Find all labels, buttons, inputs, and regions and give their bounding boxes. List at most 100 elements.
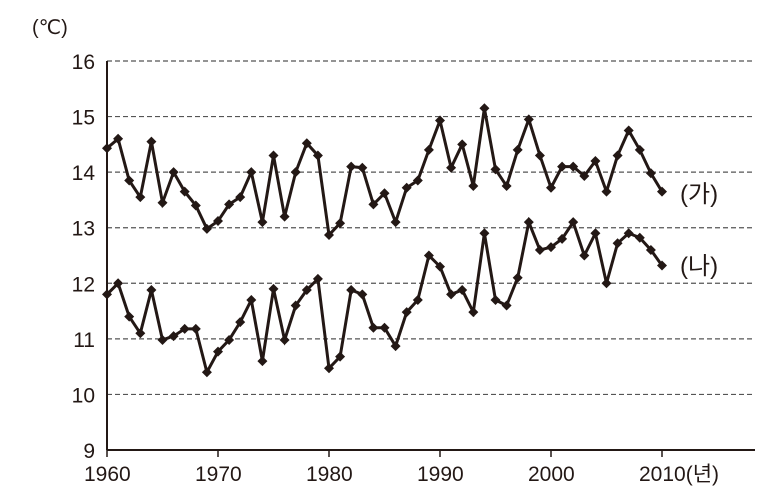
- y-tick-label: 14: [72, 162, 96, 185]
- data-point: [623, 125, 634, 136]
- data-point: [412, 294, 423, 305]
- data-point: [657, 186, 667, 197]
- data-point: [568, 217, 579, 228]
- data-point: [124, 175, 135, 186]
- data-point: [401, 307, 412, 318]
- data-point: [379, 188, 390, 199]
- data-point: [479, 103, 490, 114]
- data-point: [368, 322, 379, 333]
- data-point: [113, 278, 124, 289]
- data-point: [390, 341, 401, 352]
- data-point: [257, 217, 268, 228]
- data-point: [257, 356, 268, 367]
- data-point: [612, 150, 623, 161]
- data-point: [268, 283, 279, 294]
- data-point: [179, 186, 190, 197]
- data-point: [157, 334, 168, 345]
- data-point: [423, 250, 434, 261]
- data-point: [190, 323, 201, 334]
- data-point: [179, 323, 190, 334]
- y-tick-label: 15: [72, 107, 95, 130]
- y-tick-label: 16: [72, 51, 95, 74]
- data-point: [135, 192, 146, 203]
- data-point: [446, 162, 457, 173]
- data-point: [190, 200, 201, 211]
- y-axis-unit-label: (℃): [32, 17, 68, 39]
- data-point: [146, 136, 157, 147]
- data-point: [512, 272, 523, 283]
- data-point: [501, 300, 512, 311]
- data-point: [224, 334, 235, 345]
- data-point: [501, 181, 512, 192]
- data-point: [557, 161, 568, 172]
- data-point: [446, 289, 457, 300]
- data-point: [534, 150, 545, 161]
- x-tick-label: 1980: [306, 463, 353, 486]
- data-point: [213, 216, 223, 227]
- data-point: [568, 161, 579, 172]
- x-tick-label: 2010(년): [639, 463, 719, 486]
- data-point: [335, 218, 346, 229]
- series-label-ga: (가): [680, 181, 718, 208]
- data-point: [335, 351, 346, 362]
- y-tick-label: 10: [72, 384, 95, 407]
- data-point: [201, 367, 212, 378]
- series-line: [105, 216, 664, 377]
- data-point: [435, 115, 445, 126]
- data-point: [235, 192, 246, 203]
- data-point: [201, 223, 212, 234]
- data-point: [523, 114, 534, 125]
- data-point: [346, 284, 357, 295]
- data-point: [479, 228, 490, 239]
- data-point: [301, 284, 312, 295]
- data-point: [357, 162, 368, 173]
- data-point: [645, 168, 656, 179]
- data-point: [546, 242, 556, 253]
- data-point: [213, 346, 223, 357]
- data-point: [601, 278, 612, 289]
- data-point: [435, 261, 445, 272]
- data-point: [546, 182, 556, 193]
- data-point: [579, 171, 590, 182]
- x-tick-labels: 1960 1970 1980 1990 2000 2010(년): [84, 450, 719, 486]
- data-point: [634, 144, 645, 155]
- data-point: [390, 217, 401, 228]
- data-point: [368, 199, 379, 210]
- data-point: [246, 294, 257, 305]
- data-point: [412, 175, 423, 186]
- series-group: [102, 103, 667, 378]
- y-tick-label: 13: [72, 218, 95, 241]
- data-point: [279, 334, 290, 345]
- data-point: [468, 181, 479, 192]
- data-point: [534, 244, 545, 255]
- data-point: [157, 197, 168, 208]
- data-point: [224, 199, 235, 210]
- data-point: [490, 164, 501, 175]
- data-point: [146, 284, 157, 295]
- data-point: [346, 161, 357, 172]
- data-point: [235, 317, 246, 328]
- x-tick-label: 2000: [528, 463, 575, 486]
- grid-lines: [107, 60, 755, 396]
- data-point: [601, 186, 612, 197]
- data-point: [168, 167, 179, 178]
- data-point: [324, 363, 334, 374]
- data-point: [634, 232, 645, 243]
- data-point: [290, 300, 301, 311]
- data-point: [457, 284, 468, 295]
- data-point: [423, 144, 434, 155]
- data-point: [268, 150, 279, 161]
- data-point: [623, 228, 634, 239]
- data-point: [645, 244, 656, 255]
- data-point: [135, 328, 146, 339]
- data-point: [124, 311, 135, 322]
- data-point: [357, 289, 368, 300]
- data-point: [168, 331, 179, 342]
- data-point: [312, 273, 323, 284]
- data-point: [557, 233, 568, 244]
- data-point: [290, 167, 301, 178]
- data-point: [523, 217, 534, 228]
- x-tick-label: 1960: [84, 463, 131, 486]
- x-tick-label: 1970: [195, 463, 242, 486]
- y-tick-label: 9: [83, 440, 95, 463]
